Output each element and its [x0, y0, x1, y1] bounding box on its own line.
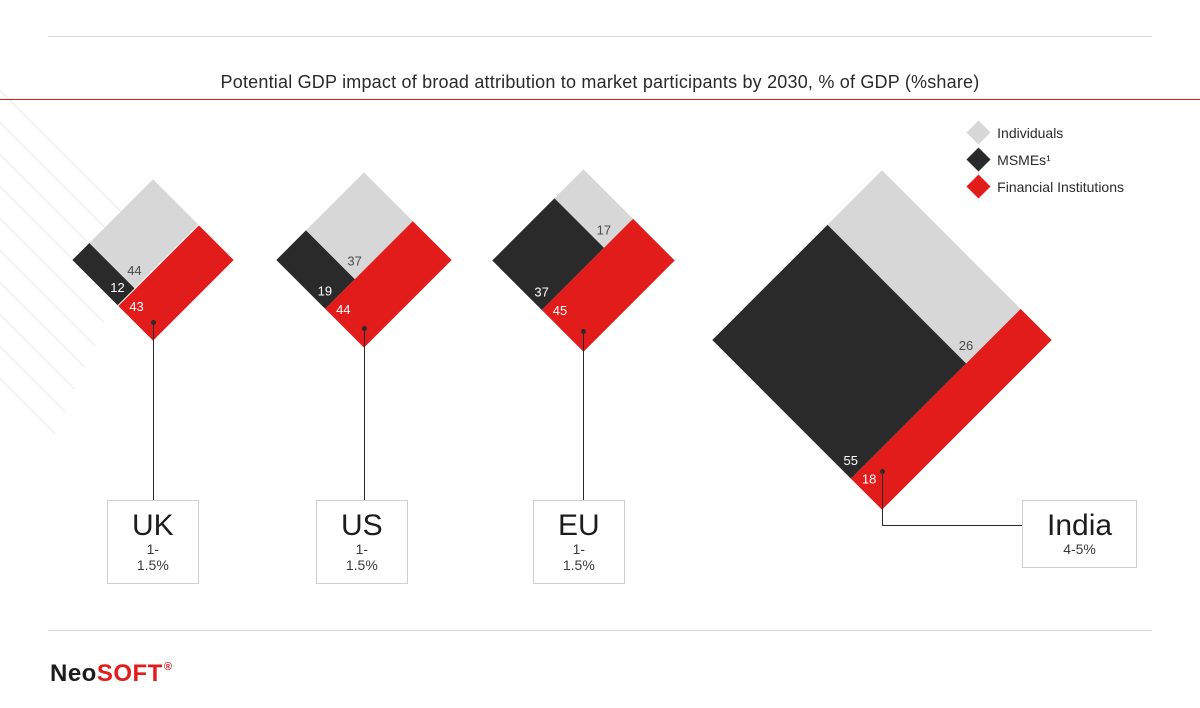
- country-name: EU: [558, 511, 600, 541]
- country-pct: 1-1.5%: [132, 541, 174, 573]
- connector-vertical: [364, 328, 365, 500]
- diamond: 431244: [72, 179, 233, 340]
- country-label-box: India4-5%: [1022, 500, 1137, 568]
- value-individuals: 26: [956, 337, 974, 354]
- legend-label: MSMEs¹: [997, 152, 1051, 168]
- bg-diagonal-line: [0, 210, 95, 345]
- diamond: 4419 37: [276, 172, 451, 347]
- value-msmes: 37: [532, 283, 550, 300]
- value-msmes: 55: [841, 452, 859, 469]
- value-financial: 45: [551, 302, 569, 319]
- bg-diagonal-line: [0, 274, 75, 389]
- country-label-box: US1-1.5%: [316, 500, 408, 584]
- legend-swatch-individuals: [967, 120, 991, 144]
- connector-vertical: [583, 331, 584, 500]
- bg-diagonal-line: [0, 306, 65, 411]
- diamond: 4537 17: [492, 169, 674, 351]
- connector-vertical: [153, 322, 154, 500]
- country-pct: 1-1.5%: [558, 541, 600, 573]
- value-individuals: 37: [345, 253, 363, 270]
- value-msmes: 19: [315, 282, 333, 299]
- legend-item: MSMEs¹: [970, 151, 1124, 168]
- legend-item: Financial Institutions: [970, 178, 1124, 195]
- country-name: India: [1047, 511, 1112, 541]
- value-financial: 18: [860, 471, 878, 488]
- country-pct: 4-5%: [1047, 541, 1112, 557]
- legend: Individuals MSMEs¹ Financial Institution…: [970, 124, 1124, 205]
- neosoft-logo: NeoSOFT®: [50, 660, 171, 688]
- country-pct: 1-1.5%: [341, 541, 383, 573]
- country-name: UK: [132, 511, 174, 541]
- chart-title: Potential GDP impact of broad attributio…: [0, 72, 1200, 100]
- bottom-rule: [48, 630, 1152, 631]
- diamond: 1855 26: [712, 170, 1051, 509]
- bg-diagonal-line: [0, 338, 55, 433]
- value-financial: 43: [127, 298, 145, 315]
- legend-item: Individuals: [970, 124, 1124, 141]
- legend-swatch-msmes: [967, 147, 991, 171]
- country-label-box: UK1-1.5%: [107, 500, 199, 584]
- connector-vertical: [882, 471, 883, 525]
- legend-label: Financial Institutions: [997, 179, 1124, 195]
- country-label-box: EU1-1.5%: [533, 500, 625, 584]
- value-individuals: 17: [594, 221, 612, 238]
- connector-horizontal: [882, 525, 1022, 526]
- value-financial: 44: [334, 301, 352, 318]
- legend-swatch-financial: [967, 174, 991, 198]
- value-individuals: 44: [125, 262, 143, 279]
- top-rule: [48, 36, 1152, 37]
- value-msmes: 12: [108, 279, 126, 296]
- logo-registered-icon: ®: [164, 661, 173, 673]
- legend-label: Individuals: [997, 125, 1063, 141]
- logo-neo: Neo: [50, 660, 97, 687]
- logo-soft: SOFT: [97, 660, 163, 687]
- country-name: US: [341, 511, 383, 541]
